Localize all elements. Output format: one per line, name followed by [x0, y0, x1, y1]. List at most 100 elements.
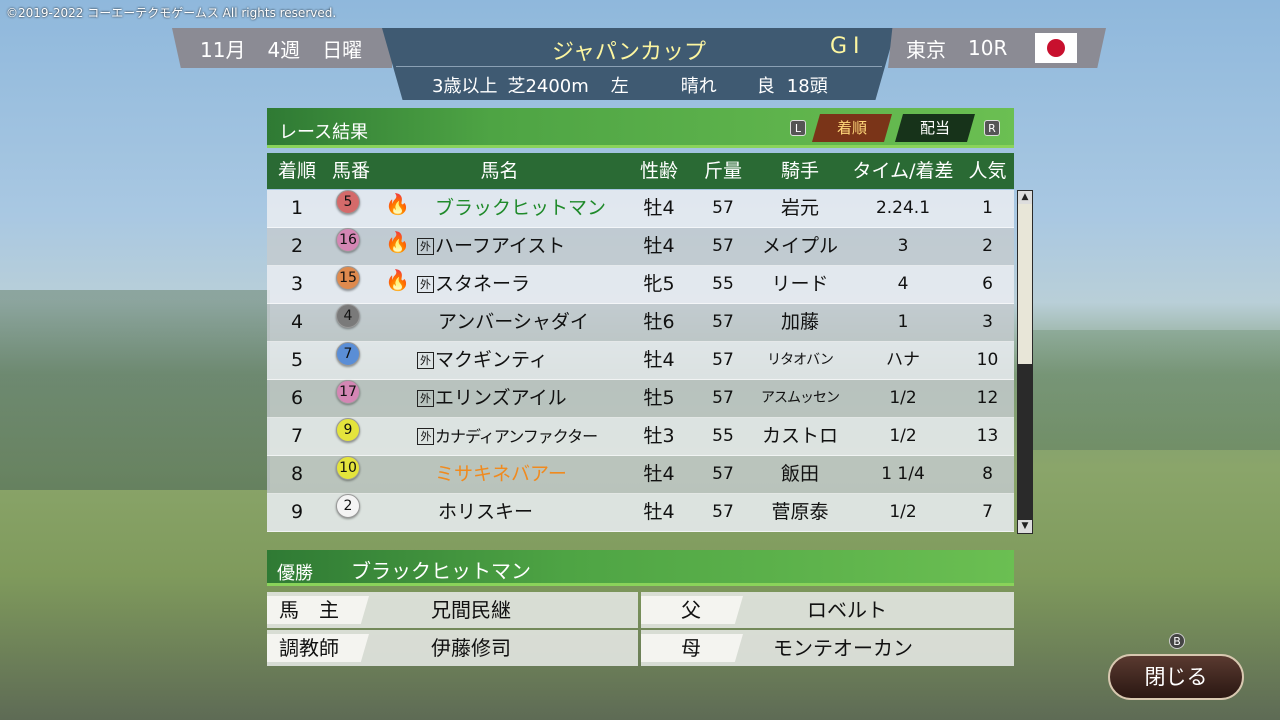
race-number: 10R — [968, 36, 1008, 60]
time-margin: ハナ — [886, 350, 920, 370]
horse-number-badge: 10 — [336, 456, 360, 480]
horse-number-badge: 4 — [336, 304, 360, 328]
jockey: 岩元 — [780, 197, 819, 219]
sex-age: 牡4 — [643, 349, 675, 371]
horse-name: ホリスキー — [438, 494, 629, 531]
jockey: 菅原泰 — [771, 501, 829, 523]
day: 日曜 — [322, 37, 363, 62]
foreign-horse-mark: 外 — [417, 352, 434, 369]
trainer-row: 調教師 伊藤修司 — [267, 630, 638, 666]
table-row[interactable]: 5 7 外マクギンティ 牡4 57 リタオバン ハナ 10 — [267, 342, 1014, 380]
owner-label: 馬 主 — [267, 596, 369, 624]
horse-name-text: カナディアンファクター — [435, 427, 598, 446]
jockey: メイプル — [761, 235, 838, 257]
horse-name-text: ミサキネバアー — [435, 463, 567, 485]
weight: 57 — [712, 388, 734, 408]
age-condition: 3歳以上 — [432, 76, 498, 97]
time-margin: 2.24.1 — [875, 198, 931, 218]
surface: 芝2400m — [507, 76, 589, 97]
table-row[interactable]: 7 9 外カナディアンファクター 牡3 55 カストロ 1/2 13 — [267, 418, 1014, 456]
horse-name: 外ハーフアイスト — [417, 228, 629, 265]
col-name: 馬名 — [480, 160, 519, 182]
weight: 57 — [712, 236, 734, 256]
foreign-horse-mark: 外 — [417, 276, 434, 293]
sire-value: ロベルト — [807, 598, 887, 622]
horse-name-text: ハーフアイスト — [435, 235, 566, 257]
weight: 55 — [712, 274, 734, 294]
weight: 55 — [712, 426, 734, 446]
table-row[interactable]: 4 4 アンバーシャダイ 牡6 57 加藤 1 3 — [267, 304, 1014, 342]
table-row[interactable]: 8 10 ミサキネバアー 牡4 57 飯田 1 1/4 8 — [267, 456, 1014, 494]
sex-age: 牡6 — [643, 311, 675, 333]
popularity: 7 — [982, 502, 993, 522]
weight: 57 — [712, 464, 734, 484]
sex-age: 牡4 — [643, 501, 675, 523]
horse-number-badge: 5 — [336, 190, 360, 214]
month: 11月 — [200, 37, 246, 62]
race-venue: 東京 10R — [888, 28, 1106, 68]
dam-value: モンテオーカン — [773, 636, 913, 660]
flame-icon: 🔥 — [385, 230, 410, 254]
horse-name: ブラックヒットマン — [435, 190, 629, 227]
race-date: 11月 4週 日曜 — [172, 28, 392, 68]
position: 3 — [290, 273, 304, 295]
horse-number-badge: 17 — [336, 380, 360, 404]
foreign-horse-mark: 外 — [417, 428, 434, 445]
horse-name-text: ブラックヒットマン — [435, 197, 607, 219]
horse-name: 外カナディアンファクター — [417, 418, 629, 455]
tab-finish-order[interactable]: 着順 — [812, 114, 892, 142]
popularity: 8 — [982, 464, 993, 484]
horse-number-badge: 16 — [336, 228, 360, 252]
col-time: タイム/着差 — [852, 160, 954, 182]
position: 6 — [290, 387, 304, 409]
popularity: 13 — [976, 426, 999, 446]
position: 4 — [290, 311, 304, 333]
weight: 57 — [712, 312, 734, 332]
col-weight: 斤量 — [703, 160, 742, 182]
col-sex-age: 性齢 — [639, 160, 678, 182]
horse-name-text: アンバーシャダイ — [438, 311, 589, 333]
horse-name: 外マクギンティ — [417, 342, 629, 379]
b-key-icon: B — [1169, 633, 1185, 649]
popularity: 10 — [976, 350, 999, 370]
sire-label: 父 — [641, 596, 743, 624]
panel-title: レース結果 — [279, 122, 369, 143]
sex-age: 牡4 — [643, 235, 675, 257]
track-condition: 良 — [756, 76, 775, 97]
scrollbar-thumb[interactable] — [1018, 204, 1032, 364]
direction: 左 — [610, 76, 629, 97]
sex-age: 牡5 — [643, 387, 675, 409]
horse-name-text: マクギンティ — [435, 349, 548, 371]
tab-payout[interactable]: 配当 — [895, 114, 975, 142]
time-margin: 1 1/4 — [881, 464, 925, 484]
position: 8 — [290, 463, 304, 485]
sex-age: 牡4 — [643, 463, 675, 485]
popularity: 6 — [982, 274, 993, 294]
scroll-up-icon[interactable]: ▲ — [1018, 191, 1032, 204]
jockey: カストロ — [761, 425, 838, 447]
horse-number-badge: 9 — [336, 418, 360, 442]
foreign-horse-mark: 外 — [417, 390, 434, 407]
jockey: リタオバン — [767, 352, 834, 368]
table-row[interactable]: 3 15 🔥 外スタネーラ 牝5 55 リード 4 6 — [267, 266, 1014, 304]
horse-name-text: スタネーラ — [435, 273, 531, 295]
table-row[interactable]: 1 5 🔥 ブラックヒットマン 牡4 57 岩元 2.24.1 1 — [267, 190, 1014, 228]
weight: 57 — [712, 502, 734, 522]
sire-row: 父 ロベルト — [641, 592, 1014, 628]
venue: 東京 — [906, 37, 946, 62]
position: 2 — [290, 235, 304, 257]
japan-flag-icon — [1035, 33, 1078, 63]
popularity: 2 — [982, 236, 993, 256]
table-row[interactable]: 6 17 外エリンズアイル 牡5 57 アスムッセン 1/2 12 — [267, 380, 1014, 418]
horse-name-text: エリンズアイル — [435, 387, 567, 409]
scrollbar[interactable]: ▲ ▼ — [1017, 190, 1033, 534]
close-button[interactable]: 閉じる — [1108, 654, 1244, 700]
table-row[interactable]: 2 16 🔥 外ハーフアイスト 牡4 57 メイプル 3 2 — [267, 228, 1014, 266]
horse-number-badge: 15 — [336, 266, 360, 290]
popularity: 3 — [982, 312, 993, 332]
runners: 18頭 — [786, 76, 828, 97]
table-row[interactable]: 9 2 ホリスキー 牡4 57 菅原泰 1/2 7 — [267, 494, 1014, 532]
dam-row: 母 モンテオーカン — [641, 630, 1014, 666]
scroll-down-icon[interactable]: ▼ — [1018, 520, 1032, 533]
